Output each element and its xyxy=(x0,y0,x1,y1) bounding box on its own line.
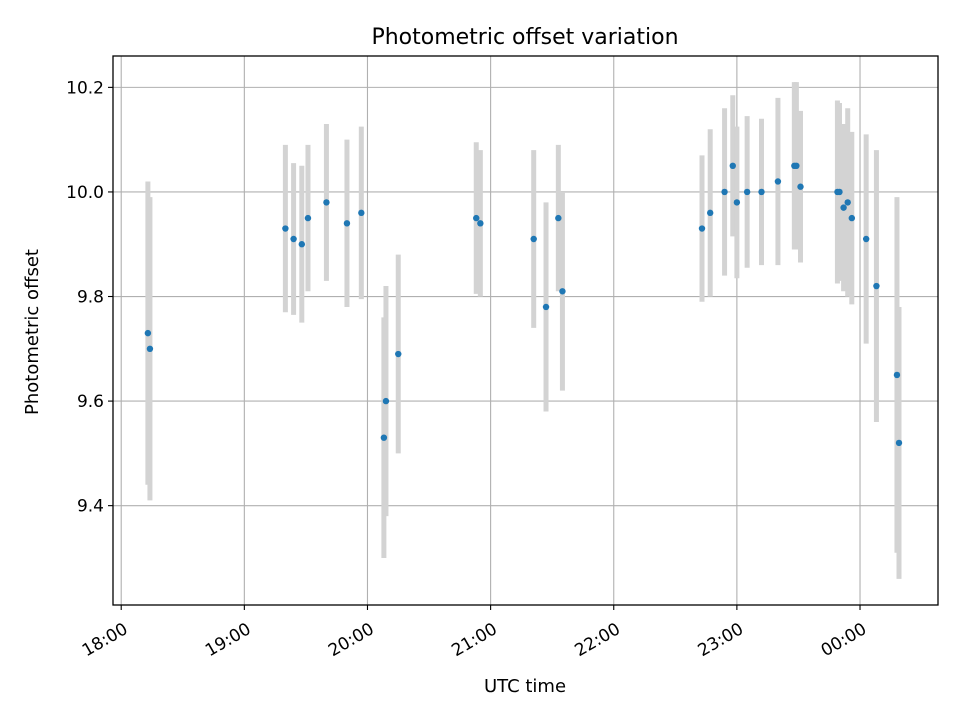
x-tick-label: 21:00 xyxy=(448,619,500,661)
chart-title: Photometric offset variation xyxy=(371,25,678,50)
x-tick-label: 00:00 xyxy=(818,619,870,661)
data-point xyxy=(729,162,736,169)
data-point xyxy=(721,188,728,196)
data-point xyxy=(144,329,152,337)
data-point xyxy=(743,188,751,196)
y-tick-label: 10.0 xyxy=(66,183,104,203)
data-point xyxy=(698,225,706,232)
data-points xyxy=(144,162,903,447)
plot-frame xyxy=(112,55,939,606)
data-point xyxy=(323,199,330,206)
data-point xyxy=(298,241,306,248)
data-point xyxy=(382,397,390,405)
x-tick-label: 19:00 xyxy=(202,619,254,661)
y-axis-ticks: 9.4 9.6 9.8 10.0 10.2 xyxy=(66,78,113,517)
data-point xyxy=(733,199,741,206)
data-point xyxy=(380,434,388,441)
data-point xyxy=(290,235,297,243)
x-tick-label: 22:00 xyxy=(571,619,623,661)
y-axis-label: Photometric offset xyxy=(22,249,43,415)
data-point xyxy=(844,199,851,206)
x-tick-label: 20:00 xyxy=(325,619,377,661)
data-point xyxy=(758,188,765,196)
data-point xyxy=(477,220,484,227)
x-axis-label: UTC time xyxy=(484,676,566,697)
data-point xyxy=(840,204,847,211)
data-point xyxy=(530,235,537,243)
x-tick-label: 18:00 xyxy=(79,619,131,661)
data-point xyxy=(395,350,402,358)
y-tick-label: 10.2 xyxy=(66,78,104,98)
data-point xyxy=(304,214,312,222)
data-point xyxy=(895,439,903,447)
data-point xyxy=(707,209,714,217)
data-point xyxy=(797,183,804,190)
data-point xyxy=(836,188,843,196)
data-point xyxy=(358,209,365,217)
grid xyxy=(113,56,938,605)
data-point xyxy=(555,214,562,222)
x-axis-ticks: 18:00 19:00 20:00 21:00 22:00 23:00 00:00 xyxy=(79,605,870,661)
data-point xyxy=(343,220,351,227)
data-point xyxy=(146,345,154,352)
data-point xyxy=(893,371,901,379)
x-tick-label: 23:00 xyxy=(695,619,747,661)
data-point xyxy=(793,162,800,169)
y-tick-label: 9.8 xyxy=(77,288,104,308)
y-tick-label: 9.4 xyxy=(77,497,104,517)
data-point xyxy=(559,288,566,295)
data-point xyxy=(862,235,870,243)
data-point xyxy=(774,178,782,185)
data-point xyxy=(542,303,550,311)
data-point xyxy=(873,282,880,290)
data-point xyxy=(848,214,856,222)
y-tick-label: 9.6 xyxy=(77,392,104,412)
error-bars xyxy=(145,82,902,579)
data-point xyxy=(473,214,480,222)
data-point xyxy=(282,225,289,232)
